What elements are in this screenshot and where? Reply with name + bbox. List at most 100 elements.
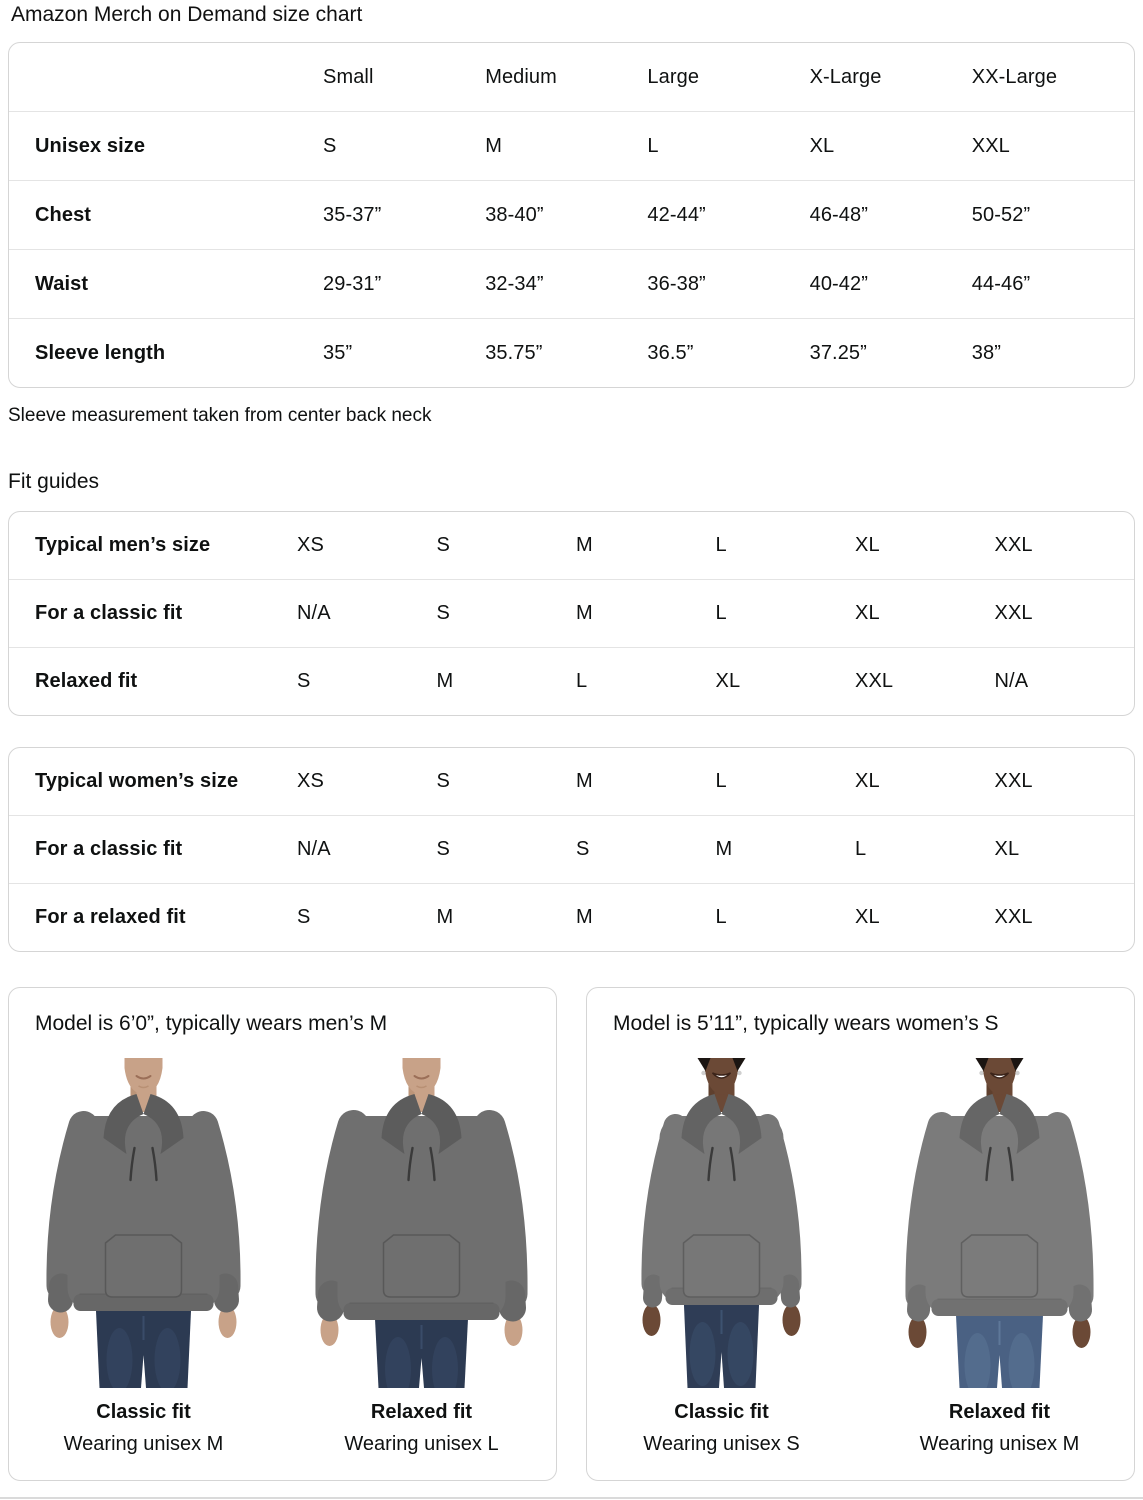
row-label: Unisex size <box>35 134 146 157</box>
wearing-label: Wearing unisex M <box>63 1433 224 1455</box>
table-row: For a classic fit N/A S M L XL XXL <box>9 579 1134 647</box>
table-cell: M <box>576 602 593 624</box>
size-chart-table: Small Medium Large X-Large XX-Large Unis… <box>8 42 1135 388</box>
model-card-women: Model is 5’11”, typically wears women’s … <box>586 987 1135 1481</box>
table-cell: XXL <box>994 534 1033 556</box>
table-cell: M <box>485 134 502 157</box>
table-cell: XL <box>855 602 880 624</box>
table-cell: L <box>647 134 659 157</box>
table-row: Waist 29-31” 32-34” 36-38” 40-42” 44-46” <box>9 249 1134 318</box>
table-cell: L <box>715 770 727 792</box>
table-cell: 35” <box>323 341 353 364</box>
bottom-divider <box>0 1497 1143 1499</box>
table-cell: XL <box>855 534 880 556</box>
table-cell: XXL <box>971 134 1010 157</box>
table-row: Sleeve length 35” 35.75” 36.5” 37.25” 38… <box>9 318 1134 387</box>
table-cell: N/A <box>297 838 331 860</box>
models-row: Classic fit Wearing unisex M Relaxed fit… <box>31 1052 534 1456</box>
table-cell: S <box>576 838 590 860</box>
table-header-row: Small Medium Large X-Large XX-Large <box>9 43 1134 111</box>
fit-label: Relaxed fit <box>948 1401 1051 1423</box>
column-header: Medium <box>485 65 557 88</box>
table-cell: 36.5” <box>647 341 694 364</box>
table-cell: 32-34” <box>485 272 544 295</box>
table-cell: M <box>436 670 454 692</box>
table-cell: S <box>297 670 311 692</box>
model-figure: Relaxed fit Wearing unisex L <box>309 1052 534 1456</box>
table-cell: 42-44” <box>647 203 706 226</box>
table-cell: 44-46” <box>971 272 1031 295</box>
wearing-label: Wearing unisex S <box>643 1433 800 1455</box>
table-cell: XL <box>809 134 835 157</box>
table-cell: M <box>576 534 593 556</box>
table-cell: XS <box>297 534 324 556</box>
table-cell: 46-48” <box>809 203 869 226</box>
table-row: For a classic fit N/A S S M L XL <box>9 815 1134 883</box>
row-label: For a relaxed fit <box>35 906 186 928</box>
row-label: Sleeve length <box>35 341 166 364</box>
table-row: Chest 35-37” 38-40” 42-44” 46-48” 50-52” <box>9 180 1134 249</box>
table-row: Relaxed fit S M L XL XXL N/A <box>9 647 1134 715</box>
table-cell: S <box>436 534 450 556</box>
row-label: Typical women’s size <box>35 770 239 792</box>
model-card-men: Model is 6’0”, typically wears men’s M C… <box>8 987 557 1481</box>
model-photo <box>609 1052 834 1388</box>
table-cell: S <box>436 838 450 860</box>
column-header: Small <box>323 65 374 88</box>
table-cell: 40-42” <box>809 272 869 295</box>
model-figure: Classic fit Wearing unisex S <box>609 1052 834 1456</box>
model-photo <box>887 1052 1112 1388</box>
row-label: Waist <box>35 272 89 295</box>
table-cell: L <box>855 838 867 860</box>
card-title: Model is 5’11”, typically wears women’s … <box>613 1012 999 1035</box>
table-row: For a relaxed fit S M M L XL XXL <box>9 883 1134 951</box>
fit-label: Classic fit <box>674 1401 769 1423</box>
table-cell: L <box>715 602 727 624</box>
table-row: Typical men’s size XS S M L XL XXL <box>9 512 1134 579</box>
model-photo <box>31 1052 256 1388</box>
row-label: For a classic fit <box>35 602 183 624</box>
table-row: Typical women’s size XS S M L XL XXL <box>9 748 1134 815</box>
table-cell: XXL <box>994 602 1033 624</box>
table-cell: 29-31” <box>323 272 382 295</box>
fit-label: Classic fit <box>96 1401 191 1423</box>
womens-fit-table: Typical women’s size XS S M L XL XXL For… <box>8 747 1135 952</box>
table-cell: S <box>297 906 311 928</box>
table-cell: 38” <box>971 341 1002 364</box>
table-cell: S <box>436 770 450 792</box>
models-row: Classic fit Wearing unisex S Relaxed fit… <box>609 1052 1112 1456</box>
table-cell: M <box>576 906 593 928</box>
table-cell: L <box>576 670 588 692</box>
table-cell: XL <box>994 838 1020 860</box>
fit-guides-heading: Fit guides <box>8 470 100 493</box>
model-photo <box>309 1052 534 1388</box>
note-text: Sleeve measurement taken from center bac… <box>8 405 432 426</box>
table-cell: 37.25” <box>809 341 867 364</box>
table-cell: XXL <box>855 670 894 692</box>
table-cell: N/A <box>994 670 1029 692</box>
table-cell: 36-38” <box>647 272 706 295</box>
table-cell: L <box>715 534 727 556</box>
table-cell: M <box>715 838 733 860</box>
wearing-label: Wearing unisex L <box>344 1433 499 1455</box>
table-cell: XS <box>297 770 324 792</box>
table-cell: 35.75” <box>485 341 543 364</box>
table-cell: XL <box>855 906 880 928</box>
table-cell: M <box>576 770 593 792</box>
table-cell: 38-40” <box>485 203 544 226</box>
row-label: For a classic fit <box>35 838 183 860</box>
row-label: Chest <box>35 203 92 226</box>
column-header: X-Large <box>809 65 882 88</box>
row-label: Relaxed fit <box>35 670 138 692</box>
model-figure: Classic fit Wearing unisex M <box>31 1052 256 1456</box>
column-header: Large <box>647 65 700 88</box>
table-cell: S <box>323 134 337 157</box>
table-cell: XXL <box>994 770 1033 792</box>
page-title: Amazon Merch on Demand size chart <box>11 3 363 26</box>
table-cell: XXL <box>994 906 1033 928</box>
table-cell: L <box>715 906 727 928</box>
table-cell: 50-52” <box>971 203 1031 226</box>
table-cell: XL <box>855 770 880 792</box>
table-cell: N/A <box>297 602 331 624</box>
